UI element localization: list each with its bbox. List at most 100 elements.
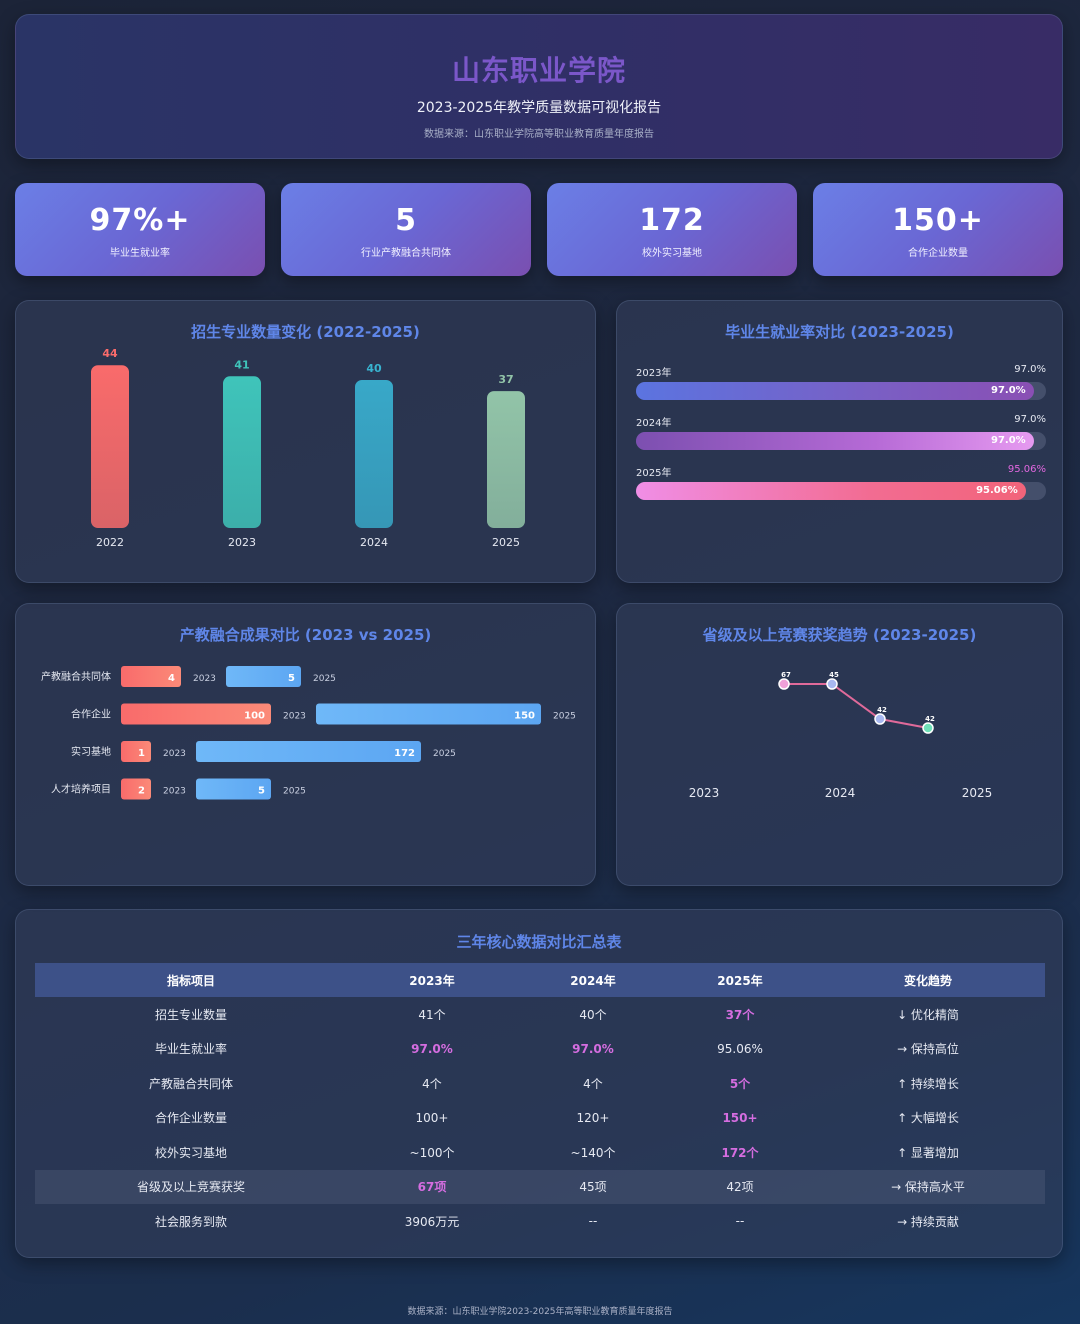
table-cell: 41个 (418, 1007, 446, 1022)
table-cell: 67项 (347, 1169, 517, 1204)
table-cell: ↓ 优化精简 (897, 1007, 959, 1022)
series-label: 2023 (163, 787, 186, 797)
kpi-value: 5 (395, 203, 417, 238)
table-cell: ↑ 持续增长 (897, 1076, 959, 1091)
report-header: 山东职业学院 2023-2025年教学质量数据可视化报告 数据来源：山东职业学院… (15, 14, 1063, 159)
table-cell: 社会服务到款 (154, 1214, 227, 1229)
bar-value-label: 172 (394, 748, 415, 759)
majors-chart-title: 招生专业数量变化 (2022-2025) (191, 323, 420, 341)
column-header: 指标项目 (35, 963, 347, 997)
point-value-label: 42 (877, 706, 887, 714)
data-point (778, 678, 790, 690)
footer-source-note: 数据来源：山东职业学院2023-2025年高等职业教育质量年度报告 (407, 1307, 673, 1317)
table-cell: 42项 (669, 1169, 811, 1204)
table-cell: 97.0% (572, 1041, 614, 1056)
table-cell: → 保持高水平 (811, 1169, 1045, 1204)
summary-table-title: 三年核心数据对比汇总表 (456, 933, 622, 951)
table-cell: 97.0% (411, 1041, 453, 1056)
bar-value-label: 37 (498, 373, 513, 386)
awards-chart-panel: 省级及以上竞赛获奖趋势 (2023-2025) 67 45 42 42 2023 2024… (616, 603, 1063, 886)
employment-rate-value: 95.06% (1007, 464, 1046, 475)
employment-bar-label: 97.0% (990, 435, 1026, 446)
series-label: 2023 (193, 674, 216, 684)
awards-chart-title: 省级及以上竞赛获奖趋势 (2023-2025) (702, 626, 977, 644)
employment-bar-track: 95.06% (636, 482, 1046, 500)
kpi-card-partner-companies: 150+ 合作企业数量 (813, 183, 1063, 276)
bar-2023 (121, 778, 151, 800)
table-cell: 校外实习基地 (154, 1145, 227, 1160)
bar-2023 (121, 741, 151, 762)
kpi-label: 毕业生就业率 (110, 248, 170, 259)
table-cell: 37个 (725, 1007, 755, 1022)
table-cell: 合作企业数量 (154, 1111, 227, 1126)
table-cell: → 持续贡献 (897, 1214, 959, 1229)
table-row: 合作企业数量 100+ 120+ 150+ ↑ 大幅增长 (35, 1101, 1045, 1136)
x-tick-label: 2023 (689, 786, 720, 800)
table-cell: 4个 (422, 1076, 442, 1091)
kpi-card-internship-bases: 172 校外实习基地 (547, 183, 797, 276)
column-header: 2024年 (517, 963, 669, 997)
table-row: 毕业生就业率 97.0% 97.0% 95.06% → 保持高位 (35, 1032, 1045, 1067)
employment-year-label: 2023年 (636, 368, 672, 379)
point-value-label: 67 (781, 671, 791, 679)
category-label: 实习基地 (71, 745, 111, 758)
awards-line-chart: 67 45 42 42 2023 2024 2025 (689, 671, 993, 800)
series-label: 2023 (163, 749, 186, 759)
x-tick-label: 2024 (360, 536, 388, 549)
table-cell: 省级及以上竞赛获奖 (35, 1169, 347, 1204)
bar-value-label: 44 (102, 347, 118, 360)
x-tick-label: 2024 (825, 786, 856, 800)
table-cell: ↑ 大幅增长 (897, 1111, 959, 1126)
series-label: 2025 (283, 787, 306, 797)
kpi-value: 172 (639, 203, 705, 238)
kpi-label: 合作企业数量 (908, 248, 968, 259)
table-cell: 40个 (579, 1007, 607, 1022)
page-subtitle: 2023-2025年教学质量数据可视化报告 (416, 100, 662, 116)
table-cell: 172个 (721, 1145, 759, 1160)
table-cell: 招生专业数量 (154, 1007, 227, 1022)
bar-value-label: 5 (258, 786, 265, 797)
majors-chart-panel: 招生专业数量变化 (2022-2025) 44 2022 41 2023 40 2024 3… (15, 300, 596, 583)
table-header-row: 指标项目 2023年 2024年 2025年 变化趋势 (35, 963, 1045, 997)
bar-value-label: 150 (514, 711, 535, 722)
data-source-note: 数据来源：山东职业学院高等职业教育质量年度报告 (424, 129, 654, 140)
x-tick-label: 2025 (492, 536, 520, 549)
majors-bar-chart: 44 2022 41 2023 40 2024 37 2025 (91, 347, 525, 549)
employment-bar-label: 97.0% (990, 385, 1026, 396)
table-cell: 120+ (576, 1110, 610, 1125)
point-value-label: 42 (925, 715, 935, 723)
table-row: 省级及以上竞赛获奖 67项 45项 42项 → 保持高水平 (35, 1169, 1045, 1204)
table-cell: 45项 (517, 1169, 669, 1204)
data-point (874, 713, 886, 725)
employment-rate-value: 97.0% (1014, 414, 1046, 425)
bar-value-label: 41 (234, 358, 249, 371)
bar-2025 (226, 666, 301, 687)
employment-chart-title: 毕业生就业率对比 (2023-2025) (725, 323, 954, 341)
table-cell: 150+ (722, 1110, 758, 1125)
table-cell: 95.06% (717, 1041, 763, 1056)
kpi-value: 150+ (892, 203, 984, 238)
table-cell: 4个 (583, 1076, 603, 1091)
series-label: 2025 (313, 674, 336, 684)
table-cell: 3906万元 (404, 1214, 460, 1229)
kpi-value: 97%+ (89, 203, 191, 238)
bar-value-label: 40 (366, 362, 382, 375)
column-header: 2025年 (669, 963, 811, 997)
bar-2023 (223, 376, 261, 528)
bar-2025 (196, 741, 421, 762)
employment-chart-panel: 毕业生就业率对比 (2023-2025) 2023年 97.0% 97.0% 2024… (616, 300, 1063, 583)
kpi-label: 行业产教融合共同体 (361, 248, 451, 259)
employment-bar-fill: 97.0% (636, 432, 1034, 450)
bar-value-label: 4 (168, 673, 175, 684)
kpi-label: 校外实习基地 (642, 248, 702, 259)
table-cell: ↑ 显著增加 (897, 1145, 959, 1160)
bar-2024 (355, 380, 393, 528)
employment-rate-value: 97.0% (1014, 364, 1046, 375)
series-label: 2025 (553, 712, 576, 722)
bar-value-label: 100 (244, 711, 265, 722)
series-label: 2025 (433, 749, 456, 759)
table-row: 产教融合共同体 4个 4个 5个 ↑ 持续增长 (35, 1066, 1045, 1101)
kpi-card-employment: 97%+ 毕业生就业率 (15, 183, 265, 276)
employment-bar-label: 95.06% (976, 485, 1018, 496)
x-tick-label: 2022 (96, 536, 124, 549)
